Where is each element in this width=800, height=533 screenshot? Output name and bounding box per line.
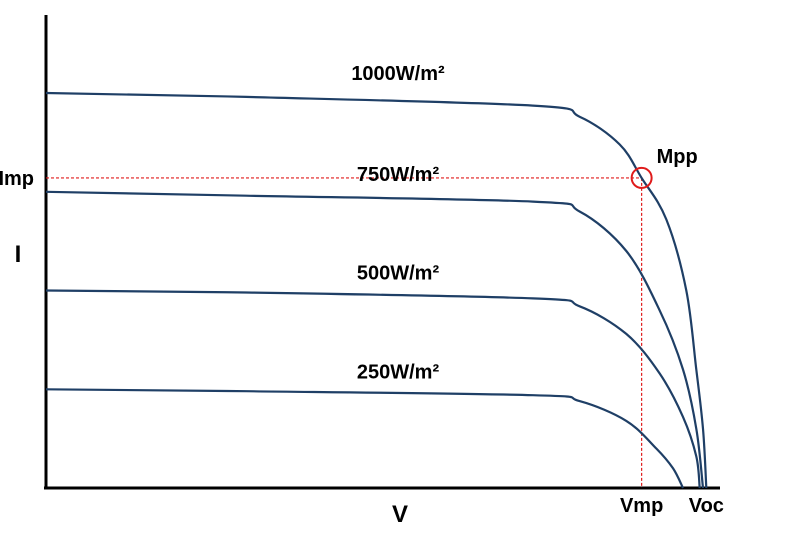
y-axis-label: I <box>15 241 22 268</box>
tick-labels: Vmp Voc Imp <box>0 168 724 517</box>
annotations: Mpp <box>630 146 698 189</box>
series-labels: 1000W/m² 750W/m² 500W/m² 250W/m² <box>351 63 445 383</box>
series-label-2: 500W/m² <box>357 263 440 285</box>
curve-2 <box>45 289 701 489</box>
x-tick-label-1: Voc <box>689 495 724 517</box>
mpp-marker <box>630 166 653 189</box>
x-axis-label: V <box>392 501 408 528</box>
series-label-3: 250W/m² <box>357 361 440 383</box>
x-tick-label-0: Vmp <box>620 495 663 517</box>
curve-3 <box>45 388 684 489</box>
mpp-label: Mpp <box>657 146 698 168</box>
curve-0 <box>45 91 708 489</box>
curves <box>45 91 708 489</box>
series-label-1: 750W/m² <box>357 164 440 186</box>
y-tick-label-0: Imp <box>0 168 34 190</box>
series-label-0: 1000W/m² <box>351 63 445 85</box>
curve-1 <box>45 190 705 489</box>
mpp-guides <box>46 177 643 488</box>
